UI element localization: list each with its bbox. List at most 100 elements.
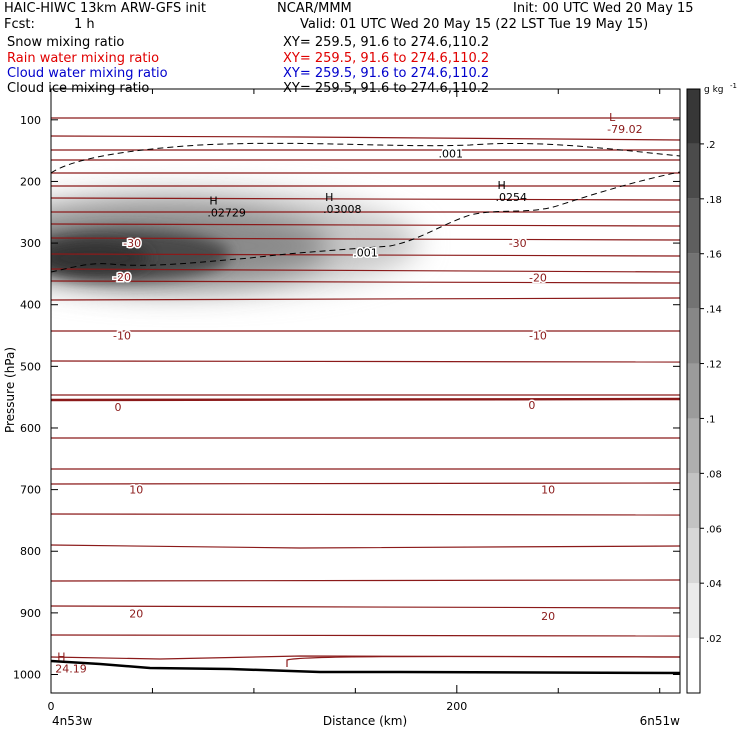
surface-temperature-contour [286,655,681,667]
field-rain-name: Rain water mixing ratio [7,51,160,66]
temperature-label: -30 [509,237,527,250]
colorbar-segment [687,198,700,254]
y-tick-label: 600 [20,422,41,435]
temperature-label: -20 [529,272,547,285]
y-axis-label: Pressure (hPa) [3,347,17,433]
y-tick-label: 200 [20,175,41,188]
x-axis-label: Distance (km) [323,714,407,728]
temperature-contour [51,223,680,227]
colorbar-segment [687,528,700,584]
temperature-label: 0 [528,399,535,412]
field-rain-xy: XY= 259.5, 91.6 to 274.6,110.2 [283,51,490,66]
cloud-ice-contour-upper [51,142,680,174]
colorbar-tick-label: .2 [706,140,716,151]
extremum-marker: H [209,194,217,207]
colorbar-segment [687,583,700,639]
temperature-contour [51,544,680,549]
y-tick-label: 400 [20,299,41,312]
fcst-value: 1 h [74,17,95,32]
extremum-marker: L [609,111,616,124]
x-axis: 0 200 [48,89,661,713]
plot-frame [50,88,681,694]
extremum-value: .0254 [496,191,527,204]
cloud-ice-contour-lower [51,171,680,273]
colorbar-tick-label: .08 [706,469,722,480]
colorbar-unit-exponent: -1 [730,82,737,90]
x-left-endpoint: 4n53w [52,714,93,728]
colorbar-segment [687,638,700,693]
field-cloudwater-name: Cloud water mixing ratio [7,66,168,81]
x-tick-label: 0 [48,700,55,713]
y-tick-label: 100 [20,114,41,127]
colorbar-tick-label: .16 [706,250,722,261]
terrain-line [50,655,681,675]
extremum-marker: H [57,650,65,663]
y-tick-label: 800 [20,545,41,558]
field-cloudice-name: Cloud ice mixing ratio [7,81,150,96]
temperature-contour [51,253,680,257]
cloud-ice-contours [51,142,680,273]
y-tick-label: 300 [20,237,41,250]
fcst-label: Fcst: [4,17,35,32]
colorbar: .02 .04 .06 .08 .1 .12 .14 .16 .18 .2 g kg -1 [686,82,737,694]
temperature-contour [51,579,680,582]
field-snow-xy: XY= 259.5, 91.6 to 274.6,110.2 [283,35,490,50]
temperature-label: 10 [129,484,143,497]
colorbar-tick-label: .06 [706,524,722,535]
colorbar-segment [687,363,700,419]
colorbar-tick-label: .1 [706,414,716,425]
temperature-label: -10 [529,330,547,343]
colorbar-segment [687,418,700,474]
temperature-contour [51,237,680,241]
temperature-contour [51,605,680,609]
title-mid: NCAR/MMM [277,1,352,16]
temperature-contour [51,135,680,141]
temperature-contour [51,634,680,637]
temperature-contour [51,360,680,363]
colorbar-tick-label: .12 [706,360,722,371]
colorbar-segment [687,308,700,364]
field-cloudice-xy: XY= 259.5, 91.6 to 274.6,110.2 [283,81,490,96]
extremum-value: .02729 [207,206,246,219]
extremum-marker: H [498,179,506,192]
temperature-contour [51,482,680,485]
temperature-label: 10 [541,484,555,497]
y-tick-label: 1000 [13,669,41,682]
x-tick-label: 200 [446,700,467,713]
temperature-label: 0 [114,401,121,414]
extremum-value: -79.02 [607,123,642,136]
temperature-contour [51,280,680,284]
colorbar-segment [687,89,700,144]
temperature-contour [51,268,680,273]
colorbar-segment [687,473,700,529]
colorbar-tick-label: .02 [706,634,722,645]
cloud-ice-label: .001 [438,148,463,161]
cloud-ice-label: .001 [353,246,378,259]
field-snow-name: Snow mixing ratio [7,35,125,50]
title-left: HAIC-HIWC 13km ARW-GFS init [4,1,206,16]
field-cloudwater-xy: XY= 259.5, 91.6 to 274.6,110.2 [283,66,490,81]
temperature-contour [51,513,680,516]
colorbar-tick-label: .04 [706,579,722,590]
init-time: Init: 00 UTC Wed 20 May 15 [513,1,694,16]
valid-time: Valid: 01 UTC Wed 20 May 15 (22 LST Tue … [300,17,649,32]
extremum-marker: H [325,191,333,204]
shade-max [51,242,150,274]
colorbar-frame [686,88,701,694]
temperature-label: -10 [113,330,131,343]
temperature-label: -30 [123,237,141,250]
y-tick-label: 900 [20,607,41,620]
temperature-label: 20 [129,607,143,620]
colorbar-segment [687,253,700,309]
colorbar-unit: g kg [704,85,724,95]
colorbar-segment [687,143,700,199]
temperature-contour [51,297,680,301]
temperature-label: -20 [113,271,131,284]
x-right-endpoint: 6n51w [640,714,681,728]
freezing-level-contour [51,397,680,402]
y-tick-label: 500 [20,360,41,373]
colorbar-tick-label: .18 [706,195,722,206]
